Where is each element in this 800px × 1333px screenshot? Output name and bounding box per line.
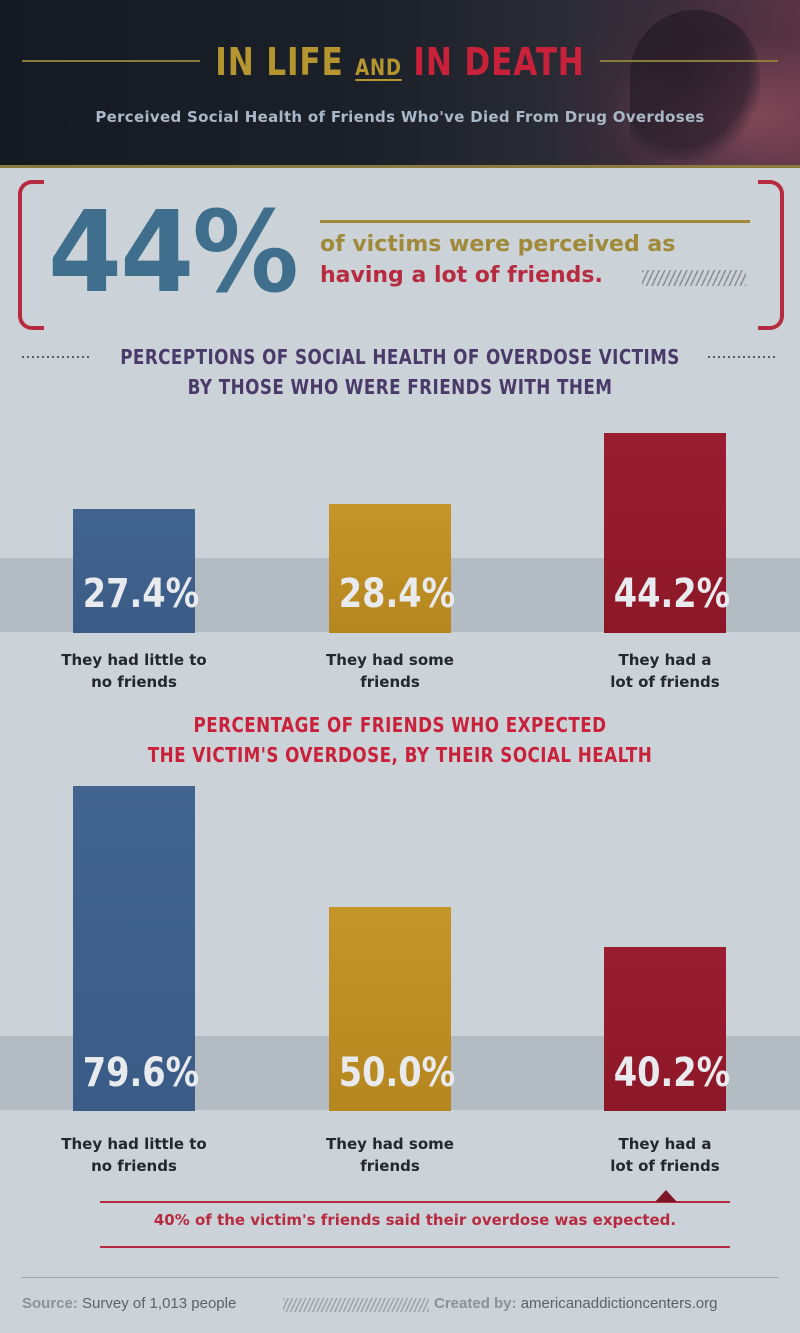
footer-credit: Created by: americanaddictioncenters.org <box>434 1295 717 1312</box>
bracket-right <box>758 180 784 330</box>
footer-source: Source: Survey of 1,013 people <box>22 1295 236 1312</box>
chart2-category-label-1: They had little to no friends <box>39 1133 229 1177</box>
stat-hatch-decoration <box>642 270 746 286</box>
note-pointer <box>655 1190 677 1202</box>
source-text: Survey of 1,013 people <box>82 1295 237 1312</box>
header-banner: IN LIFE AND IN DEATH Perceived Social He… <box>0 0 800 165</box>
chart2-category-3-line-1: They had a <box>618 1135 712 1153</box>
page-title: IN LIFE AND IN DEATH <box>72 40 728 84</box>
header-silhouette-image <box>630 10 760 160</box>
chart1-category-label-1: They had little to no friends <box>39 649 229 693</box>
chart1-category-1-line-1: They had little to <box>61 651 207 669</box>
stat-rule <box>320 220 750 223</box>
chart2-title-line1: PERCENTAGE OF FRIENDS WHO EXPECTED <box>193 713 607 737</box>
source-label: Source: <box>22 1295 78 1312</box>
chart1-bar-3 <box>604 433 726 633</box>
created-label: Created by: <box>434 1295 517 1312</box>
chart1-category-2-line-2: friends <box>360 673 420 691</box>
title-row: IN LIFE AND IN DEATH <box>0 35 800 85</box>
stat-text-line1: of victims were perceived as <box>320 232 676 257</box>
chart2-category-2-line-2: friends <box>360 1157 420 1175</box>
chart1-value-label-1: 27.4% <box>82 571 200 617</box>
title-rule-right <box>600 60 778 62</box>
chart1-category-3-line-2: lot of friends <box>610 673 720 691</box>
chart2-bar-3 <box>604 947 726 1111</box>
chart2-title-line2: THE VICTIM'S OVERDOSE, BY THEIR SOCIAL H… <box>147 743 653 767</box>
stat-text-line2: having a lot of friends. <box>320 263 603 288</box>
header-divider <box>0 165 800 168</box>
title-rule-left <box>22 60 200 62</box>
chart1-category-label-2: They had some friends <box>295 649 485 693</box>
chart1-value-label-3: 44.2% <box>613 571 731 617</box>
chart1-bar-1 <box>73 509 195 633</box>
chart1-value-label-2: 28.4% <box>338 571 456 617</box>
chart2-category-2-line-1: They had some <box>326 1135 454 1153</box>
page-subtitle: Perceived Social Health of Friends Who'v… <box>95 108 705 126</box>
bracket-left <box>18 180 44 330</box>
chart1-title-line1: PERCEPTIONS OF SOCIAL HEALTH OF OVERDOSE… <box>120 345 680 369</box>
chart1-title: PERCEPTIONS OF SOCIAL HEALTH OF OVERDOSE… <box>0 342 800 402</box>
note-rule-top <box>100 1201 730 1203</box>
note-text: 40% of the victim's friends said their o… <box>153 1211 677 1229</box>
heading-dots-left <box>22 356 92 358</box>
chart2-category-3-line-2: lot of friends <box>610 1157 720 1175</box>
chart2-value-label-2: 50.0% <box>338 1050 456 1096</box>
chart2-bar-1 <box>73 786 195 1111</box>
title-part2: IN DEATH <box>413 40 585 84</box>
chart2-bar-2 <box>329 907 451 1111</box>
chart1-category-1-line-2: no friends <box>91 673 177 691</box>
chart1-title-line2: BY THOSE WHO WERE FRIENDS WITH THEM <box>187 375 613 399</box>
chart2-category-label-3: They had a lot of friends <box>570 1133 760 1177</box>
chart2-title: PERCENTAGE OF FRIENDS WHO EXPECTED THE V… <box>0 710 800 770</box>
chart2-category-1-line-2: no friends <box>91 1157 177 1175</box>
chart2-category-1-line-1: They had little to <box>61 1135 207 1153</box>
footer-hatch-decoration <box>283 1298 429 1312</box>
footer-rule <box>22 1277 778 1278</box>
big-stat-number: 44% <box>48 188 299 318</box>
note-rule-bottom <box>100 1246 730 1248</box>
chart2-category-label-2: They had some friends <box>295 1133 485 1177</box>
chart1-category-label-3: They had a lot of friends <box>570 649 760 693</box>
chart1-bar-2 <box>329 504 451 633</box>
created-text: americanaddictioncenters.org <box>520 1295 718 1312</box>
chart1-category-2-line-1: They had some <box>326 651 454 669</box>
title-and: AND <box>355 56 402 81</box>
chart1-category-3-line-1: They had a <box>618 651 712 669</box>
heading-dots-right <box>708 356 778 358</box>
chart2-value-label-1: 79.6% <box>82 1050 200 1096</box>
chart2-value-label-3: 40.2% <box>613 1050 731 1096</box>
title-part1: IN LIFE <box>215 40 344 84</box>
